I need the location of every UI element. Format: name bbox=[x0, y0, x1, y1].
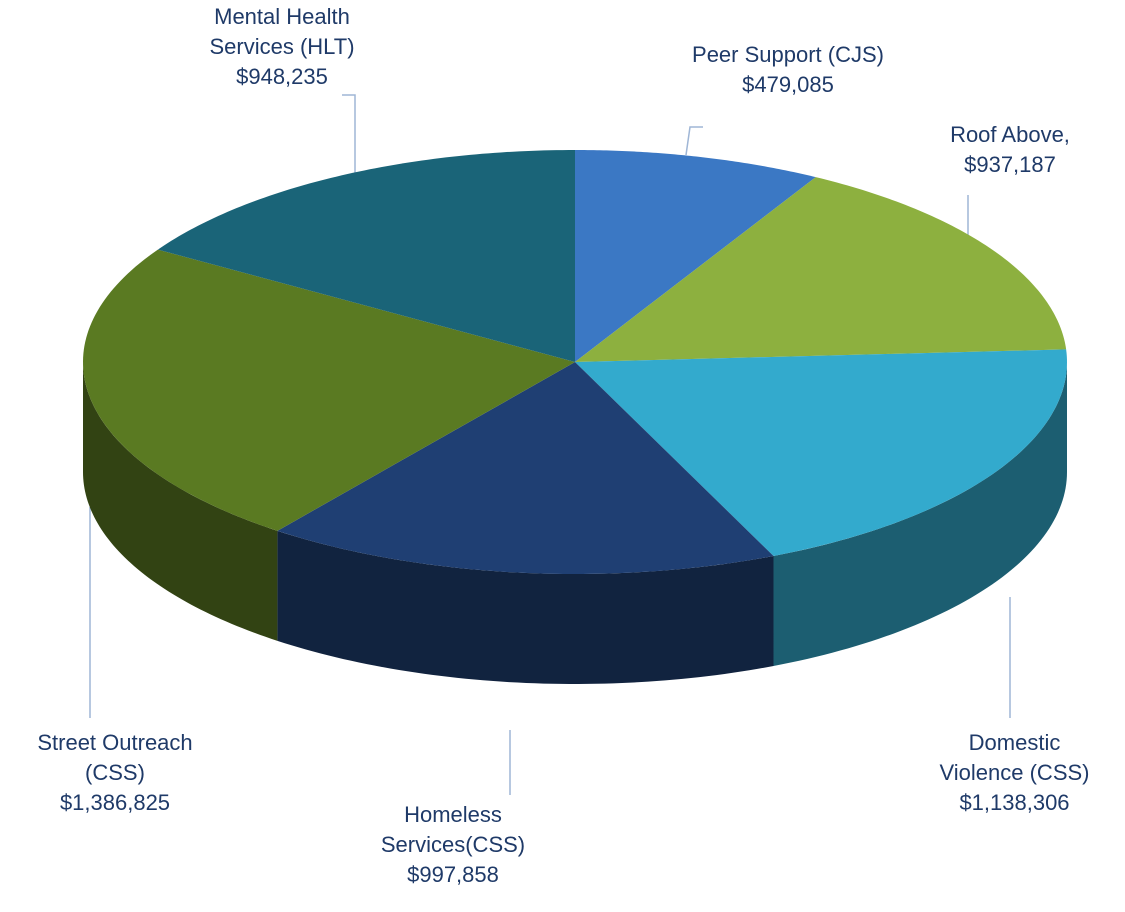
slice-label: Street Outreach (CSS) $1,386,825 bbox=[35, 728, 195, 818]
slice-side bbox=[83, 362, 278, 641]
label-value: $937,187 bbox=[964, 152, 1056, 177]
label-name: Domestic Violence (CSS) bbox=[939, 730, 1090, 785]
slice bbox=[575, 177, 1067, 362]
slice bbox=[157, 150, 575, 362]
label-name: Peer Support (CJS) bbox=[692, 42, 884, 67]
slice-label: Peer Support (CJS) $479,085 bbox=[658, 40, 918, 100]
slice-label: Roof Above, $937,187 bbox=[920, 120, 1100, 180]
label-value: $1,386,825 bbox=[59, 790, 171, 815]
slice-label: Domestic Violence (CSS) $1,138,306 bbox=[932, 728, 1097, 818]
pie-tops bbox=[83, 150, 1067, 574]
label-value: $948,235 bbox=[236, 64, 328, 89]
slice-side bbox=[773, 362, 1067, 666]
leader-line bbox=[342, 94, 356, 175]
label-value: $997,858 bbox=[407, 862, 499, 887]
label-value: $1,138,306 bbox=[959, 790, 1070, 815]
label-value: $479,085 bbox=[742, 72, 834, 97]
slice bbox=[277, 362, 774, 574]
slice-label: Homeless Services(CSS) $997,858 bbox=[368, 800, 538, 890]
slice bbox=[575, 150, 816, 362]
label-name: Roof Above, bbox=[950, 122, 1070, 147]
slice bbox=[83, 249, 575, 531]
leader-line bbox=[685, 126, 703, 156]
label-name: Street Outreach (CSS) bbox=[37, 730, 193, 785]
slice-label: Mental Health Services (HLT) $948,235 bbox=[192, 2, 372, 92]
leader-lines bbox=[89, 94, 1011, 795]
label-name: Homeless Services(CSS) bbox=[380, 802, 526, 857]
slice-side bbox=[277, 530, 774, 684]
pie-sides bbox=[83, 362, 1067, 684]
label-name: Mental Health Services (HLT) bbox=[209, 4, 355, 59]
slice bbox=[575, 349, 1067, 556]
